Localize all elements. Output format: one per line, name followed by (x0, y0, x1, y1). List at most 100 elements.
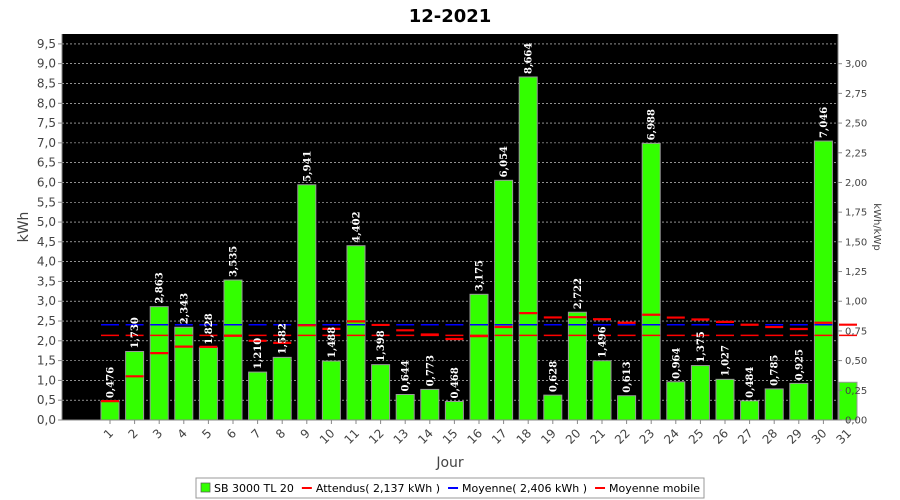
x-tick-label: 21 (587, 426, 608, 447)
value-label: 2,722 (573, 278, 584, 309)
value-label: 6,054 (499, 146, 510, 177)
value-label: 0,613 (622, 361, 633, 392)
x-tick-label: 29 (784, 426, 805, 447)
bar (395, 394, 415, 421)
x-tick-label: 5 (199, 426, 214, 441)
y-tick-label: 6,5 (37, 156, 56, 170)
value-label: 3,175 (475, 260, 486, 291)
x-tick-label: 24 (661, 426, 682, 447)
value-label: 0,964 (671, 347, 682, 378)
value-label: 8,664 (524, 43, 535, 74)
y-tick-label: 4,0 (37, 255, 56, 269)
x-tick-label: 3 (150, 426, 165, 441)
x-tick-label: 16 (464, 426, 485, 447)
value-label: 7,046 (819, 107, 830, 138)
bar (100, 400, 120, 421)
moving-average-series (101, 312, 857, 403)
x-tick-label: 12 (366, 426, 387, 447)
value-label: 0,628 (548, 361, 559, 392)
x-tick-label: 28 (760, 426, 781, 447)
x-tick-label: 1 (101, 426, 116, 441)
value-label: 1,027 (721, 345, 732, 376)
value-label: 3,535 (229, 246, 240, 277)
legend: SB 3000 TL 20 Attendus( 2,137 kWh ) Moyenn… (195, 477, 705, 499)
x-tick-label: 18 (514, 426, 535, 447)
y-tick-label: 4,5 (37, 235, 56, 249)
value-label: 1,730 (130, 317, 141, 348)
y-tick-label: 9,5 (37, 37, 56, 51)
y-axis-right: 0,00 0,25 0,50 0,75 1,00 1,25 1,50 1,75 2,00 2,25… (837, 34, 867, 427)
y-tick-label: 7,0 (37, 136, 56, 150)
x-axis-title: Jour (435, 455, 464, 471)
y-tick-label: 2,0 (37, 334, 56, 348)
y2-tick-label: 0,25 (845, 386, 867, 397)
value-label: 0,785 (770, 355, 781, 386)
y2-tick-label: 0,50 (845, 356, 867, 367)
bar (789, 382, 809, 421)
value-label: 1,398 (376, 330, 387, 361)
value-label: 0,773 (425, 355, 436, 386)
value-labels: 0,476 1,730 2,863 2,343 1,828 3,535 1,210 1,582… (106, 43, 855, 399)
bar (690, 365, 710, 421)
y2-tick-label: 0,00 (845, 416, 867, 427)
value-label: 1,496 (598, 326, 609, 357)
x-tick-label: 15 (440, 426, 461, 447)
x-tick-label: 31 (833, 426, 854, 447)
value-label: 0,925 (794, 349, 805, 380)
value-label: 1,582 (278, 323, 289, 354)
y2-tick-label: 2,75 (845, 89, 867, 100)
legend-label: SB 3000 TL 20 (214, 482, 294, 495)
bar (223, 279, 243, 421)
y-tick-label: 5,5 (37, 195, 56, 209)
x-tick-label: 6 (224, 426, 239, 441)
value-label: 2,343 (179, 293, 190, 324)
bar (125, 351, 145, 421)
y2-tick-label: 0,75 (845, 326, 867, 337)
value-label: 4,402 (352, 211, 363, 242)
y2-tick-label: 2,50 (845, 119, 867, 130)
x-tick-label: 9 (298, 426, 313, 441)
bar (518, 76, 538, 421)
bar (666, 381, 686, 421)
value-label: 0,953 (844, 348, 855, 379)
value-label: 0,484 (745, 366, 756, 397)
x-tick-label: 19 (538, 426, 559, 447)
bar-series (100, 76, 858, 421)
bar (617, 395, 637, 421)
y-tick-label: 6,0 (37, 175, 56, 189)
y2-axis-title: kWh/kWp (871, 203, 882, 250)
bar (764, 388, 784, 421)
bar (174, 326, 194, 421)
y-tick-label: 0,5 (37, 393, 56, 407)
bar (592, 360, 612, 421)
x-tick-label: 11 (341, 426, 362, 447)
x-tick-label: 2 (125, 426, 140, 441)
y2-tick-label: 1,50 (845, 237, 867, 248)
bar (297, 184, 317, 421)
x-axis: 1 2 3 4 5 6 7 8 9 10 11 12 13 14 15 16 17 18 19 20 21 22 23 24 2… (62, 419, 854, 447)
value-label: 1,375 (696, 331, 707, 362)
y-tick-label: 5,0 (37, 215, 56, 229)
bar (444, 400, 464, 421)
y-tick-label: 8,5 (37, 76, 56, 90)
value-label: 0,468 (450, 367, 461, 398)
x-tick-label: 20 (563, 426, 584, 447)
y-axis-left: 0,0 0,5 1,0 1,5 2,0 2,5 3,0 3,5 4,0 4,5 5,0 5,5 6,0 6… (37, 34, 63, 427)
value-label: 1,828 (204, 313, 215, 344)
bar (543, 394, 563, 421)
bar (248, 371, 268, 421)
chart-title: 12-2021 (409, 6, 492, 27)
bar (740, 400, 760, 421)
value-label: 5,941 (302, 150, 313, 181)
x-tick-label: 8 (273, 426, 288, 441)
y2-tick-label: 1,00 (845, 297, 867, 308)
y-tick-label: 9,0 (37, 57, 56, 71)
y-tick-label: 8,0 (37, 96, 56, 110)
y-tick-label: 7,5 (37, 116, 56, 130)
bar (149, 306, 169, 421)
bar (715, 378, 735, 421)
legend-label: Moyenne mobile (609, 482, 700, 495)
y-tick-label: 2,5 (37, 314, 56, 328)
legend-label: Moyenne( 2,406 kWh ) (462, 482, 587, 495)
